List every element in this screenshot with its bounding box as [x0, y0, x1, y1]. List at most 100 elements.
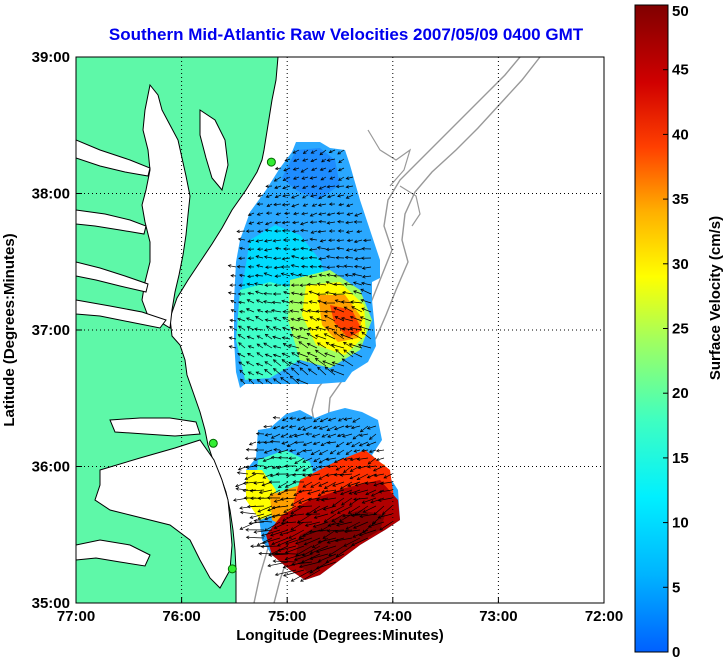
current-vector-head	[257, 509, 262, 513]
current-vector	[253, 457, 265, 461]
current-vector-head	[277, 491, 282, 496]
current-vector	[239, 311, 246, 313]
current-vector-head	[238, 342, 242, 346]
current-vector-head	[318, 483, 322, 487]
current-vector-head	[333, 473, 338, 477]
current-vector	[243, 481, 257, 484]
current-vector	[343, 537, 361, 547]
current-vector-head	[300, 228, 304, 233]
current-vector-head	[256, 202, 261, 206]
current-vector	[316, 561, 337, 569]
current-vector-head	[282, 238, 287, 242]
current-vector-head	[325, 473, 330, 477]
current-vector-head	[359, 428, 364, 433]
y-tick-label: 37:00	[32, 322, 70, 339]
current-vector-head	[242, 481, 247, 485]
current-vector-head	[255, 255, 260, 259]
current-vector	[266, 325, 273, 331]
current-vector-head	[361, 247, 365, 251]
current-vector-head	[298, 301, 303, 305]
current-vector	[350, 351, 363, 358]
current-vector-head	[296, 378, 300, 382]
current-vector-head	[310, 158, 315, 163]
current-vector	[274, 185, 282, 189]
current-vector-head	[333, 331, 338, 335]
current-vector	[300, 569, 321, 582]
current-vector-head	[281, 229, 286, 233]
current-vector-head	[343, 417, 348, 421]
current-vector	[292, 185, 300, 189]
current-vector-head	[339, 486, 344, 490]
current-vector-head	[281, 202, 286, 207]
current-vector	[382, 505, 393, 515]
current-vector-head	[301, 176, 306, 180]
current-vector-head	[325, 341, 330, 346]
current-vector-head	[308, 255, 313, 260]
current-vector	[320, 417, 329, 422]
current-vector	[340, 334, 354, 340]
current-vector-head	[253, 481, 258, 485]
current-vector-head	[292, 185, 297, 189]
current-vector	[341, 301, 354, 304]
current-vector	[240, 511, 257, 515]
current-vector	[302, 545, 321, 556]
current-vector-head	[343, 469, 347, 473]
current-vector	[324, 366, 336, 376]
current-vector	[315, 358, 327, 367]
current-vector-head	[266, 203, 271, 207]
current-vector	[294, 553, 313, 561]
current-vector-head	[311, 167, 315, 171]
current-vector-head	[346, 212, 351, 216]
current-vector	[332, 481, 345, 487]
current-vector	[267, 561, 289, 567]
current-vector-head	[282, 177, 287, 181]
current-vector-head	[302, 203, 307, 207]
current-vector-head	[323, 315, 328, 319]
current-vector-head	[344, 273, 349, 277]
current-vector-head	[334, 427, 338, 431]
current-vector-head	[318, 257, 322, 261]
current-vector-head	[238, 256, 242, 261]
current-vector	[331, 513, 345, 522]
current-vector-head	[292, 176, 297, 180]
current-vector	[266, 194, 273, 198]
current-vector	[270, 529, 289, 536]
current-vector-head	[272, 353, 277, 358]
current-vector-head	[310, 230, 315, 234]
current-vector	[352, 529, 369, 538]
current-vector	[296, 449, 305, 455]
current-vector-head	[326, 440, 331, 445]
current-vector	[295, 465, 305, 472]
current-vector-head	[291, 195, 295, 199]
current-vector-head	[236, 471, 241, 475]
current-vector-head	[324, 366, 329, 370]
current-vector-head	[273, 265, 278, 270]
current-vector-head	[306, 282, 311, 287]
current-vector	[362, 266, 372, 269]
velocity-field-north	[330, 305, 362, 338]
current-vector-head	[361, 448, 365, 453]
current-vector-head	[309, 237, 313, 242]
current-vector	[346, 248, 354, 251]
current-vector	[298, 274, 309, 277]
current-vector-head	[240, 378, 244, 383]
current-vector	[318, 537, 337, 543]
current-vector	[273, 345, 282, 349]
current-vector-head	[230, 300, 234, 304]
current-vector-head	[373, 473, 378, 478]
current-vector	[293, 238, 300, 241]
current-vector-head	[333, 274, 337, 278]
current-vector	[326, 457, 337, 461]
current-vector	[238, 325, 246, 331]
current-vector-head	[331, 361, 336, 365]
current-vector-head	[314, 334, 319, 338]
current-vector	[298, 341, 309, 349]
current-vector-head	[272, 344, 277, 349]
current-vector-head	[270, 435, 275, 439]
current-vector	[309, 529, 329, 533]
current-vector	[281, 521, 297, 524]
x-tick-label: 74:00	[374, 608, 412, 625]
current-vector	[291, 318, 300, 322]
current-vector-head	[360, 288, 364, 292]
current-vector	[360, 316, 372, 322]
